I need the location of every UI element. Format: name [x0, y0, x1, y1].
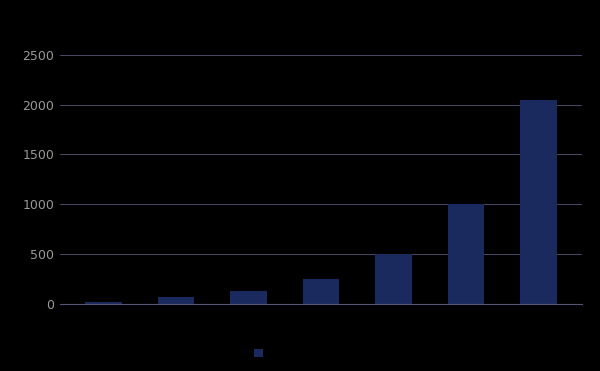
Bar [158, 297, 194, 304]
Bar [520, 99, 557, 304]
Bar [303, 279, 339, 304]
Bar [376, 254, 412, 304]
Legend:  [254, 349, 263, 359]
Bar [85, 302, 122, 304]
Bar [448, 204, 484, 304]
Bar [230, 291, 266, 304]
